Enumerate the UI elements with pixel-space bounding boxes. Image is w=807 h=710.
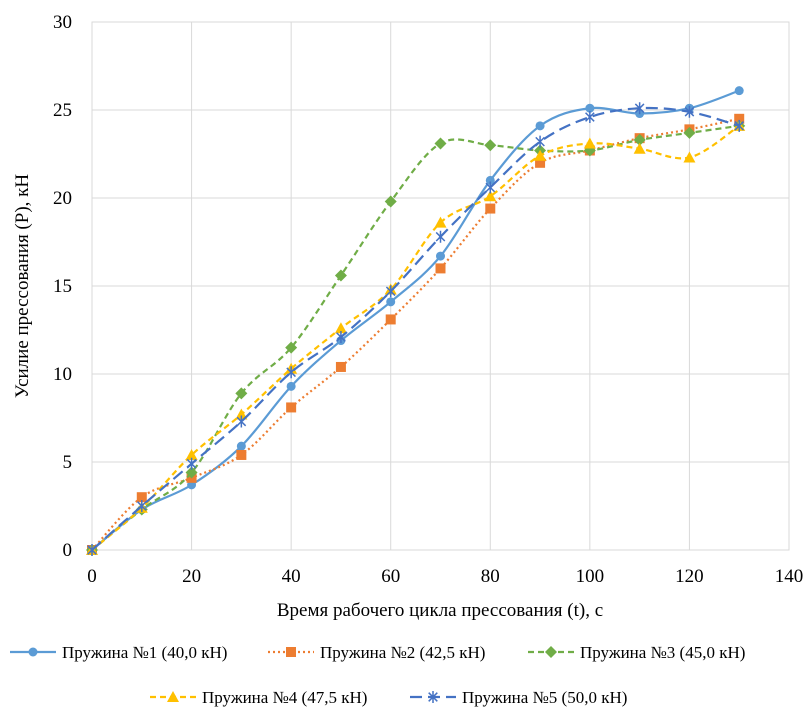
data-point (535, 157, 546, 168)
y-tick-label: 15 (53, 276, 72, 297)
plot-area-border (91, 21, 790, 551)
series-3 (86, 119, 746, 556)
data-point (534, 149, 547, 161)
data-point (634, 102, 645, 115)
legend-marker (545, 646, 557, 658)
series-group (86, 86, 746, 556)
data-point (285, 341, 298, 354)
data-point (235, 408, 248, 420)
data-point (286, 366, 296, 379)
y-axis-title: Усилие прессования (P), кН (12, 174, 33, 398)
data-point (484, 139, 497, 152)
data-point (286, 402, 297, 413)
data-point (734, 86, 744, 96)
data-point (136, 492, 147, 503)
data-point (684, 105, 695, 118)
data-point (385, 314, 396, 325)
data-point (434, 216, 447, 228)
data-point (535, 121, 545, 131)
data-point (236, 441, 246, 451)
legend-label: Пружина №4 (47,5 кН) (202, 688, 367, 707)
data-point (185, 466, 198, 479)
data-point (386, 297, 396, 307)
data-point (585, 103, 595, 113)
legend-item-5: Пружина №5 (50,0 кН) (410, 688, 627, 707)
legend-marker (286, 647, 296, 657)
y-tick-label: 0 (63, 540, 73, 561)
data-point (236, 449, 247, 460)
series-5 (87, 102, 745, 556)
data-point (335, 361, 346, 372)
data-point (334, 322, 347, 334)
legend-item-1: Пружина №1 (40,0 кН) (10, 643, 227, 662)
data-point (336, 331, 346, 344)
data-point (485, 175, 495, 185)
data-point (235, 387, 248, 400)
x-tick-label: 120 (675, 566, 704, 587)
data-point (585, 111, 595, 124)
data-point (434, 137, 447, 150)
legend-item-3: Пружина №3 (45,0 кН) (528, 643, 745, 662)
x-tick-label: 40 (282, 566, 301, 587)
legend-label: Пружина №1 (40,0 кН) (62, 643, 227, 662)
data-point (435, 263, 446, 274)
legend-item-4: Пружина №4 (47,5 кН) (150, 688, 367, 707)
data-point (485, 203, 496, 214)
data-point (583, 137, 596, 149)
data-point (535, 135, 545, 148)
y-tick-label: 20 (53, 188, 72, 209)
x-axis-ticks: 0 20 40 60 80 100 120 140 (87, 566, 803, 587)
x-tick-label: 80 (481, 566, 500, 587)
x-tick-label: 100 (576, 566, 605, 587)
legend-marker (428, 691, 438, 703)
data-point (734, 113, 745, 124)
legend-label: Пружина №3 (45,0 кН) (580, 643, 745, 662)
data-point (484, 190, 497, 202)
x-tick-label: 0 (87, 566, 97, 587)
data-point (334, 269, 347, 282)
series-line (91, 117, 740, 551)
data-point (384, 195, 397, 208)
legend-item-2: Пружина №2 (42,5 кН) (268, 643, 485, 662)
legend-marker (167, 691, 179, 702)
y-tick-label: 10 (53, 364, 72, 385)
series-line (91, 89, 740, 551)
y-tick-label: 5 (63, 452, 73, 473)
data-point (683, 126, 696, 139)
data-point (236, 415, 247, 428)
data-point (485, 181, 496, 194)
data-point (286, 381, 296, 391)
y-axis-ticks: 0 5 10 15 20 25 30 (53, 12, 72, 561)
series-1 (87, 86, 744, 555)
legend: Пружина №1 (40,0 кН) Пружина №2 (42,5 кН)… (10, 643, 745, 707)
data-point (633, 142, 646, 154)
data-point (186, 457, 197, 470)
x-tick-label: 20 (182, 566, 201, 587)
data-point (87, 544, 97, 556)
data-point (136, 500, 147, 512)
legend-marker (28, 647, 38, 657)
data-point (633, 133, 646, 146)
grid-lines (91, 21, 790, 551)
data-point (436, 251, 445, 261)
y-tick-label: 25 (53, 100, 72, 121)
legend-label: Пружина №2 (42,5 кН) (320, 643, 485, 662)
x-tick-label: 140 (775, 566, 804, 587)
x-axis-title: Время рабочего цикла прессования (t), с (277, 600, 603, 621)
data-point (435, 230, 446, 243)
data-point (734, 119, 745, 132)
data-point (385, 285, 396, 298)
x-tick-label: 60 (381, 566, 400, 587)
data-point (683, 151, 696, 163)
legend-label: Пружина №5 (50,0 кН) (462, 688, 627, 707)
y-tick-label: 30 (53, 12, 72, 33)
data-point (185, 448, 198, 460)
series-line (91, 124, 740, 551)
